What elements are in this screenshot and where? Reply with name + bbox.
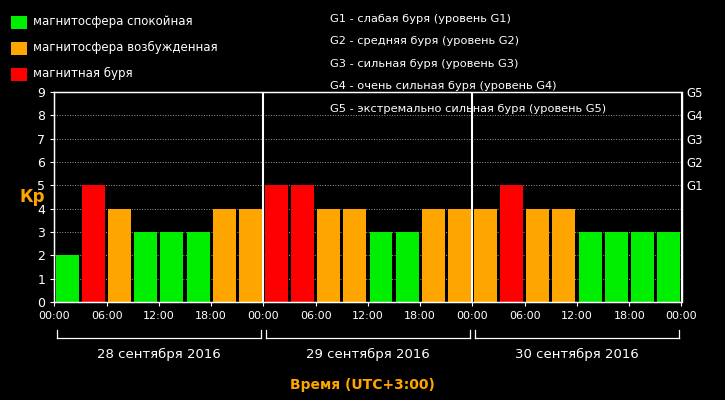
Text: G1 - слабая буря (уровень G1): G1 - слабая буря (уровень G1) [330,14,510,24]
Bar [500,185,523,302]
Text: 28 сентября 2016: 28 сентября 2016 [97,348,221,360]
Bar [56,255,79,302]
Bar [657,232,680,302]
Bar [160,232,183,302]
Y-axis label: Кр: Кр [19,188,44,206]
Bar [605,232,628,302]
Text: магнитосфера спокойная: магнитосфера спокойная [33,15,192,28]
Text: G3 - сильная буря (уровень G3): G3 - сильная буря (уровень G3) [330,59,518,69]
Bar [82,185,105,302]
Bar [396,232,418,302]
Bar [318,209,340,302]
Bar [631,232,654,302]
Bar [291,185,314,302]
Text: 29 сентября 2016: 29 сентября 2016 [306,348,430,360]
Bar [474,209,497,302]
Text: магнитосфера возбужденная: магнитосфера возбужденная [33,41,218,54]
Text: G5 - экстремально сильная буря (уровень G5): G5 - экстремально сильная буря (уровень … [330,104,606,114]
Bar [108,209,131,302]
Text: G4 - очень сильная буря (уровень G4): G4 - очень сильная буря (уровень G4) [330,81,556,91]
Bar [526,209,550,302]
Bar [344,209,366,302]
Text: 30 сентября 2016: 30 сентября 2016 [515,348,639,360]
Bar [134,232,157,302]
Bar [265,185,288,302]
Bar [239,209,262,302]
Bar [370,232,392,302]
Bar [422,209,444,302]
Bar [579,232,602,302]
Bar [448,209,471,302]
Text: магнитная буря: магнитная буря [33,67,132,80]
Bar [186,232,210,302]
Bar [552,209,576,302]
Bar [212,209,236,302]
Text: G2 - средняя буря (уровень G2): G2 - средняя буря (уровень G2) [330,36,519,46]
Text: Время (UTC+3:00): Время (UTC+3:00) [290,378,435,392]
